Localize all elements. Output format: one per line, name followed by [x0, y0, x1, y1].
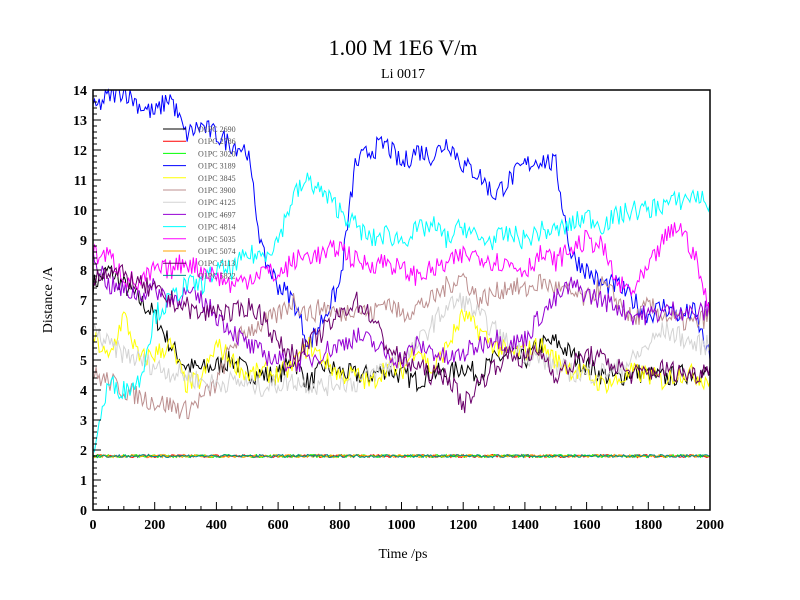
series-line-o1pc-3845: [92, 307, 711, 395]
series-line-o1pc-5822: [92, 453, 711, 459]
x-tick-label: 600: [268, 518, 289, 533]
legend-label: O1PC 4125: [198, 198, 236, 207]
y-tick-label: 3: [80, 414, 87, 429]
legend-label: O1PC 5074: [198, 247, 236, 256]
x-tick-label: 1800: [634, 518, 662, 533]
legend-label: O1PC 5822: [198, 271, 236, 280]
series-layer: [92, 88, 711, 459]
legend-label: O1PC 5035: [198, 235, 236, 244]
y-tick-label: 5: [80, 354, 87, 369]
y-tick-label: 13: [73, 114, 87, 129]
legend: O1PC 2690 O1PC 2786 O1PC 3020 O1PC 3189 O1PC…: [163, 125, 236, 280]
x-tick-label: 2000: [696, 518, 724, 533]
legend-label: O1PC 3900: [198, 186, 236, 195]
series-line-o1pc-2690: [92, 264, 711, 393]
y-tick-label: 7: [80, 294, 87, 309]
x-tick-label: 1400: [511, 518, 539, 533]
legend-label: O1PC 5113: [198, 259, 235, 268]
x-tick-label: 800: [329, 518, 350, 533]
legend-label: O1PC 2786: [198, 137, 236, 146]
series-line-o1pc-4814: [92, 172, 711, 453]
x-axis-label: Time /ps: [379, 547, 428, 562]
series-line-o1pc-5113: [92, 263, 711, 414]
y-tick-label: 11: [74, 174, 87, 189]
chart-title: 1.00 M 1E6 V/m: [329, 35, 478, 60]
y-tick-label: 8: [80, 264, 87, 279]
axes: 0 200 400 600 800 1000 1200 1400 1600 1800 2000012…: [73, 84, 724, 533]
legend-label: O1PC 3020: [198, 149, 236, 158]
x-tick-label: 1600: [573, 518, 601, 533]
y-tick-label: 0: [80, 504, 87, 519]
series-line-o1pc-3900: [92, 272, 711, 420]
y-tick-label: 12: [73, 144, 87, 159]
y-tick-label: 9: [80, 234, 87, 249]
x-tick-label: 1000: [388, 518, 416, 533]
y-tick-label: 6: [80, 324, 87, 339]
series-line-o1pc-3189: [92, 88, 711, 361]
x-tick-label: 0: [90, 518, 97, 533]
legend-label: O1PC 3845: [198, 174, 236, 183]
legend-label: O1PC 4814: [198, 223, 236, 232]
series-line-o1pc-5035: [92, 222, 711, 316]
y-tick-label: 1: [80, 474, 87, 489]
y-tick-label: 2: [80, 444, 87, 459]
y-tick-label: 4: [80, 384, 87, 399]
legend-label: O1PC 2690: [198, 125, 236, 134]
chart-subtitle: Li 0017: [381, 67, 425, 82]
y-axis-label: Distance /A: [41, 266, 56, 333]
y-tick-label: 10: [73, 204, 87, 219]
x-tick-label: 400: [206, 518, 227, 533]
y-tick-label: 14: [73, 84, 87, 99]
x-tick-label: 1200: [449, 518, 477, 533]
legend-label: O1PC 3189: [198, 162, 236, 171]
x-tick-label: 200: [144, 518, 165, 533]
legend-label: O1PC 4697: [198, 210, 236, 219]
